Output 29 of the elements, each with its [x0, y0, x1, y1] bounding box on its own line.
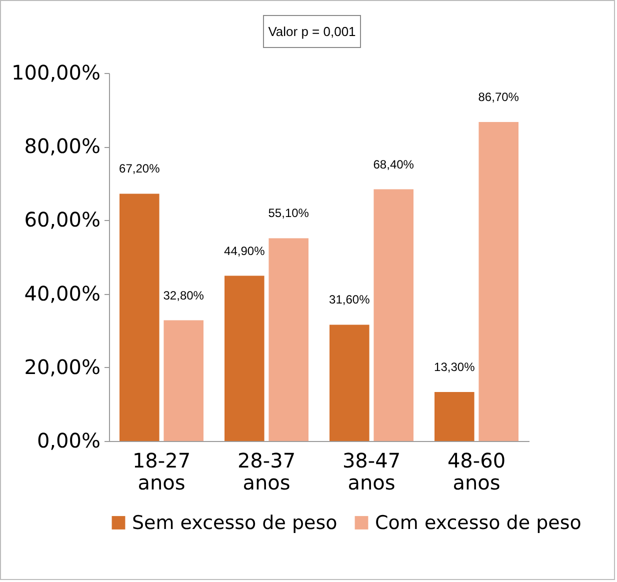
x-tick-label: 38-47 anos — [342, 448, 401, 494]
data-label: 68,40% — [373, 157, 414, 172]
bar — [268, 238, 308, 441]
data-label: 32,80% — [163, 288, 204, 302]
x-tick-label: 48-60 anos — [447, 448, 506, 494]
y-tick-label: 0,00% — [36, 428, 100, 452]
bar — [224, 276, 264, 441]
x-tick-label: 18-27 anos — [132, 448, 191, 494]
data-label: 55,10% — [268, 206, 310, 220]
data-label: 13,30% — [434, 360, 476, 374]
bar — [164, 320, 204, 441]
bar — [478, 122, 518, 441]
y-tick-label: 40,00% — [24, 281, 100, 306]
bar — [374, 189, 414, 441]
bar — [434, 392, 474, 441]
y-tick-label: 100,00% — [12, 60, 100, 84]
text: Valor p = 0,001 — [267, 24, 357, 39]
data-label: 86,70% — [478, 90, 520, 104]
data-label: 44,90% — [224, 244, 266, 258]
x-tick-label: 28-37 anos — [237, 448, 296, 494]
bar — [330, 324, 370, 441]
y-tick-label: 60,00% — [24, 208, 100, 232]
y-tick-label: 20,00% — [24, 354, 100, 379]
y-tick-label: 80,00% — [24, 134, 100, 158]
bar — [120, 194, 160, 441]
data-label: 31,60% — [329, 292, 370, 307]
data-label: 67,20% — [119, 162, 160, 176]
legend-label: Com excesso de peso — [375, 512, 582, 534]
legend-label: Sem excesso de peso — [132, 512, 338, 534]
